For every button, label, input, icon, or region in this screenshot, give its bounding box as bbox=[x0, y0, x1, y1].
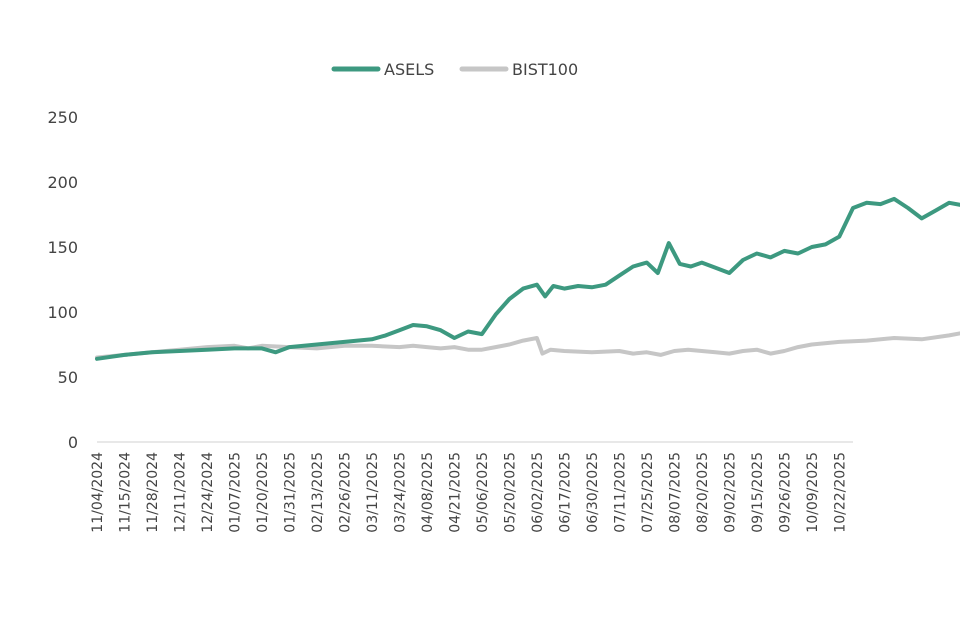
x-tick-label: 09/15/2025 bbox=[750, 452, 766, 533]
x-tick-label: 03/24/2025 bbox=[392, 452, 408, 533]
legend: ASELS BIST100 bbox=[331, 60, 578, 79]
y-axis: 0 50 100 150 200 250 bbox=[47, 108, 78, 452]
y-tick-label: 0 bbox=[68, 433, 78, 452]
x-tick-label: 07/25/2025 bbox=[640, 452, 656, 533]
x-tick-label: 02/13/2025 bbox=[310, 452, 326, 533]
x-tick-label: 01/07/2025 bbox=[227, 452, 243, 533]
x-axis: 11/04/2024 11/15/2024 11/28/2024 12/11/2024… bbox=[90, 452, 848, 533]
y-tick-label: 200 bbox=[47, 173, 78, 192]
x-tick-label: 01/20/2025 bbox=[255, 452, 271, 533]
x-tick-label: 01/31/2025 bbox=[282, 452, 298, 533]
y-tick-label: 250 bbox=[47, 108, 78, 127]
x-tick-label: 03/11/2025 bbox=[365, 452, 381, 533]
x-tick-label: 05/06/2025 bbox=[475, 452, 491, 533]
x-tick-label: 12/11/2024 bbox=[172, 452, 188, 533]
x-tick-label: 09/26/2025 bbox=[777, 452, 793, 533]
x-tick-label: 02/26/2025 bbox=[337, 452, 353, 533]
legend-label-bist100: BIST100 bbox=[512, 60, 578, 79]
plot-area bbox=[95, 196, 960, 361]
x-tick-label: 12/24/2024 bbox=[200, 452, 216, 533]
x-tick-label: 11/04/2024 bbox=[90, 452, 106, 533]
y-tick-label: 100 bbox=[47, 303, 78, 322]
x-tick-label: 06/17/2025 bbox=[557, 452, 573, 533]
x-tick-label: 05/20/2025 bbox=[502, 452, 518, 533]
y-tick-label: 150 bbox=[47, 238, 78, 257]
series-line-bist100 bbox=[95, 331, 960, 360]
x-tick-label: 07/11/2025 bbox=[612, 452, 628, 533]
series-line-asels bbox=[95, 196, 960, 361]
x-tick-label: 04/21/2025 bbox=[447, 452, 463, 533]
x-tick-label: 09/02/2025 bbox=[722, 452, 738, 533]
x-tick-label: 04/08/2025 bbox=[420, 452, 436, 533]
x-tick-label: 08/20/2025 bbox=[695, 452, 711, 533]
x-tick-label: 11/28/2024 bbox=[145, 452, 161, 533]
legend-label-asels: ASELS bbox=[384, 60, 434, 79]
x-tick-label: 06/02/2025 bbox=[530, 452, 546, 533]
x-tick-label: 10/09/2025 bbox=[805, 452, 821, 533]
y-tick-label: 50 bbox=[58, 368, 78, 387]
x-tick-label: 06/30/2025 bbox=[585, 452, 601, 533]
x-tick-label: 08/07/2025 bbox=[667, 452, 683, 533]
x-tick-label: 10/22/2025 bbox=[832, 452, 848, 533]
x-tick-label: 11/15/2024 bbox=[117, 452, 133, 533]
